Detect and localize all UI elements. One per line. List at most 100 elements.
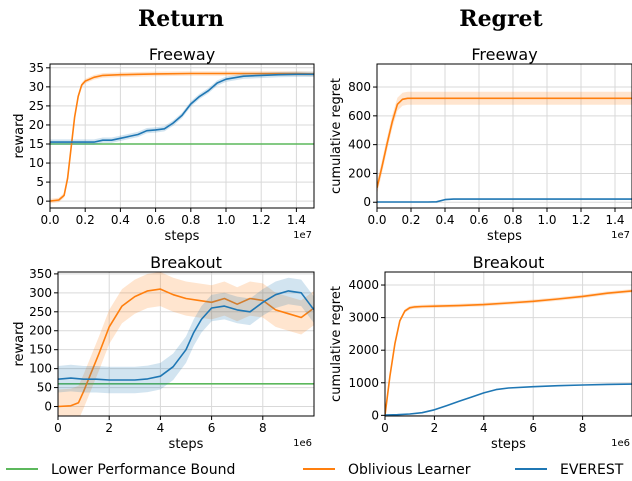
- x-tick-label: 0.8: [503, 213, 522, 227]
- panel-title: Breakout: [150, 253, 222, 272]
- axes-frame: [49, 63, 315, 209]
- y-tick-label: 100: [29, 362, 52, 376]
- legend-item: EVEREST: [515, 462, 624, 478]
- y-tick-label: 2000: [348, 343, 379, 357]
- legend-label: Lower Performance Bound: [51, 462, 235, 478]
- y-tick-label: 800: [348, 80, 371, 94]
- y-tick-label: 4000: [348, 278, 379, 292]
- series-line-oblivious: [50, 72, 314, 202]
- series-line-everest: [377, 198, 632, 203]
- y-tick-label: 0: [363, 195, 371, 209]
- x-offset-label: 1e7: [611, 230, 630, 241]
- series-band-everest: [50, 71, 314, 145]
- x-tick-label: 0.4: [435, 213, 454, 227]
- x-tick-label: 4: [480, 421, 488, 435]
- panel-3: 0 2 4 6 8 0 50 100 150 200 250 300 350 Breakout steps r…: [12, 253, 315, 452]
- y-tick-label: 3000: [348, 311, 379, 325]
- y-tick-label: 300: [29, 286, 52, 300]
- x-tick-label: 0.6: [146, 213, 165, 227]
- legend-label: Oblivious Learner: [348, 462, 471, 478]
- series-band-oblivious: [385, 289, 632, 416]
- y-tick-label: 250: [29, 305, 52, 319]
- y-axis-label: reward: [12, 321, 27, 366]
- series-line-oblivious: [377, 97, 632, 188]
- x-tick-label: 6: [529, 421, 537, 435]
- legend-label: EVEREST: [560, 462, 624, 478]
- x-tick-label: 0: [54, 421, 62, 435]
- y-tick-label: 0: [36, 194, 44, 208]
- x-tick-label: 1.4: [287, 213, 306, 227]
- y-axis-label: reward: [12, 113, 27, 158]
- series-band-oblivious: [50, 71, 314, 204]
- series-band-oblivious: [58, 272, 314, 416]
- y-tick-label: 0: [371, 408, 379, 422]
- y-tick-label: 0: [44, 400, 52, 414]
- x-tick-label: 1.4: [605, 213, 624, 227]
- series-line-everest: [385, 383, 632, 416]
- x-axis-label: steps: [487, 229, 522, 244]
- y-tick-label: 350: [29, 267, 52, 281]
- y-tick-label: 200: [29, 324, 52, 338]
- x-tick-label: 1.0: [537, 213, 556, 227]
- x-tick-label: 8: [579, 421, 587, 435]
- x-tick-label: 2: [431, 421, 439, 435]
- y-axis-label: cumulative regret: [329, 286, 344, 402]
- panel-title: Freeway: [471, 45, 537, 64]
- series-line-everest: [50, 73, 314, 143]
- x-tick-label: 0.8: [181, 213, 200, 227]
- y-tick-label: 10: [29, 156, 44, 170]
- y-tick-label: 25: [29, 99, 44, 113]
- y-tick-label: 30: [29, 80, 44, 94]
- legend-item: Lower Performance Bound: [6, 462, 235, 478]
- x-offset-label: 1e6: [611, 438, 630, 449]
- x-tick-label: 6: [208, 421, 216, 435]
- y-tick-label: 20: [29, 118, 44, 132]
- x-tick-label: 1.2: [252, 213, 271, 227]
- panel-title: Freeway: [149, 45, 215, 64]
- x-axis-label: steps: [491, 437, 526, 452]
- x-axis-label: steps: [165, 229, 200, 244]
- x-tick-label: 0.0: [40, 213, 59, 227]
- y-axis-label: cumulative regret: [329, 78, 344, 194]
- y-tick-label: 50: [37, 381, 52, 395]
- axes-frame: [57, 271, 315, 417]
- x-axis-label: steps: [169, 437, 204, 452]
- panel-2: 0.0 0.2 0.4 0.6 0.8 1.0 1.2 1.4 0 200 400 600 800 Fre…: [329, 45, 632, 244]
- x-tick-label: 4: [157, 421, 165, 435]
- x-tick-label: 1.2: [571, 213, 590, 227]
- y-tick-label: 1000: [348, 376, 379, 390]
- y-tick-label: 200: [348, 166, 371, 180]
- column-title-regret: Regret: [459, 6, 543, 32]
- y-tick-label: 150: [29, 343, 52, 357]
- y-tick-label: 5: [36, 175, 44, 189]
- y-tick-label: 35: [29, 61, 44, 75]
- panel-title: Breakout: [473, 253, 545, 272]
- grid: [49, 64, 314, 208]
- panel-1: 0.0 0.2 0.4 0.6 0.8 1.0 1.2 1.4 0 5 10 15 20 25 30 35 Fr…: [12, 45, 315, 244]
- x-tick-label: 2: [105, 421, 113, 435]
- x-tick-label: 8: [259, 421, 267, 435]
- series-band-oblivious: [377, 91, 632, 195]
- x-tick-label: 0.2: [401, 213, 420, 227]
- x-tick-label: 0.2: [76, 213, 95, 227]
- x-tick-label: 1.0: [216, 213, 235, 227]
- x-tick-label: 0: [381, 421, 389, 435]
- x-tick-label: 0.0: [367, 213, 386, 227]
- y-tick-label: 15: [29, 137, 44, 151]
- y-tick-label: 600: [348, 109, 371, 123]
- y-tick-label: 400: [348, 138, 371, 152]
- panel-4: 0 2 4 6 8 0 1000 2000 3000 4000 Breakout steps cumul…: [329, 253, 632, 452]
- legend: Lower Performance Bound Oblivious Learner…: [6, 462, 624, 478]
- axes-frame: [376, 63, 632, 209]
- series-line-oblivious: [385, 290, 632, 416]
- series-line-everest: [58, 290, 314, 381]
- series-band-everest: [58, 277, 314, 394]
- x-offset-label: 1e7: [293, 230, 312, 241]
- x-tick-label: 0.4: [111, 213, 130, 227]
- x-tick-label: 0.6: [469, 213, 488, 227]
- x-offset-label: 1e6: [293, 438, 312, 449]
- axes-frame: [384, 271, 632, 417]
- legend-item: Oblivious Learner: [303, 462, 471, 478]
- grid: [376, 64, 632, 208]
- column-title-return: Return: [138, 6, 224, 32]
